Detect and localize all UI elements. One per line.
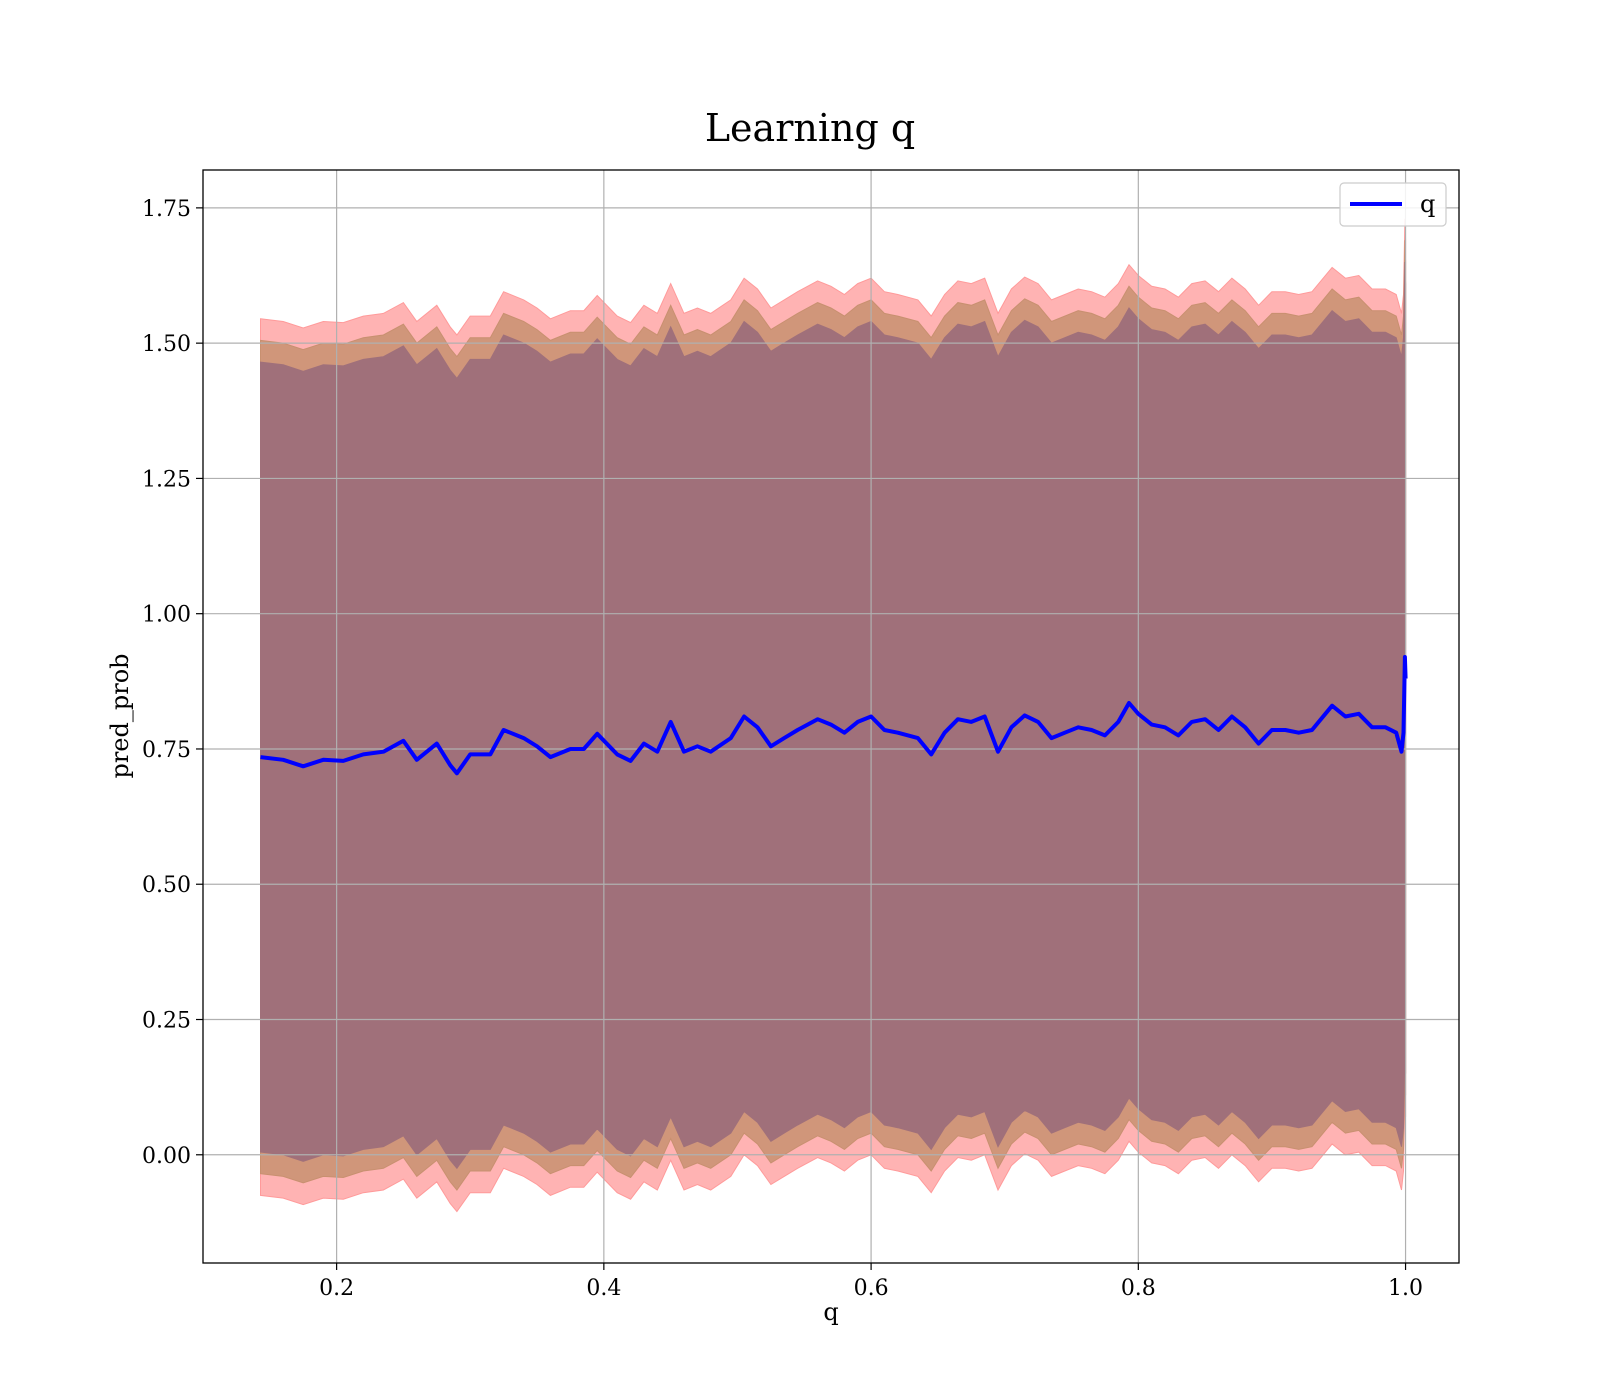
series-lines <box>260 655 1408 776</box>
legend-label-q: q <box>1420 190 1435 218</box>
gridlines <box>203 170 1459 1263</box>
y-axis-title: pred_prob <box>106 653 134 778</box>
y-tick-label-0: 0.00 <box>142 1144 191 1169</box>
uncertainty-bands <box>260 218 1407 1213</box>
x-axis-title: q <box>823 1298 838 1326</box>
y-tick-label-4: 1.00 <box>142 603 191 628</box>
x-tick-label-4: 1.0 <box>1388 1276 1423 1301</box>
x-tick-label-1: 0.4 <box>586 1276 621 1301</box>
chart-title: Learning q <box>705 106 915 150</box>
x-axis-ticks: 0.2 0.4 0.6 0.8 1.0 <box>319 1263 1423 1301</box>
series-line-q <box>260 655 1408 776</box>
y-axis-ticks: 0.00 0.25 0.50 0.75 1.00 1.25 1.50 1.75 <box>142 197 203 1169</box>
y-tick-label-7: 1.75 <box>142 197 191 222</box>
x-tick-label-3: 0.8 <box>1121 1276 1156 1301</box>
plot-area-frame <box>202 169 1460 1264</box>
y-tick-label-6: 1.50 <box>142 332 191 357</box>
y-tick-label-2: 0.50 <box>142 873 191 898</box>
y-tick-label-3: 0.75 <box>142 738 191 763</box>
x-tick-label-2: 0.6 <box>854 1276 889 1301</box>
y-tick-label-5: 1.25 <box>142 467 191 492</box>
x-tick-label-0: 0.2 <box>319 1276 354 1301</box>
y-tick-label-1: 0.25 <box>142 1009 191 1034</box>
legend[interactable]: q <box>1339 182 1447 227</box>
band-inner <box>260 261 1407 1170</box>
